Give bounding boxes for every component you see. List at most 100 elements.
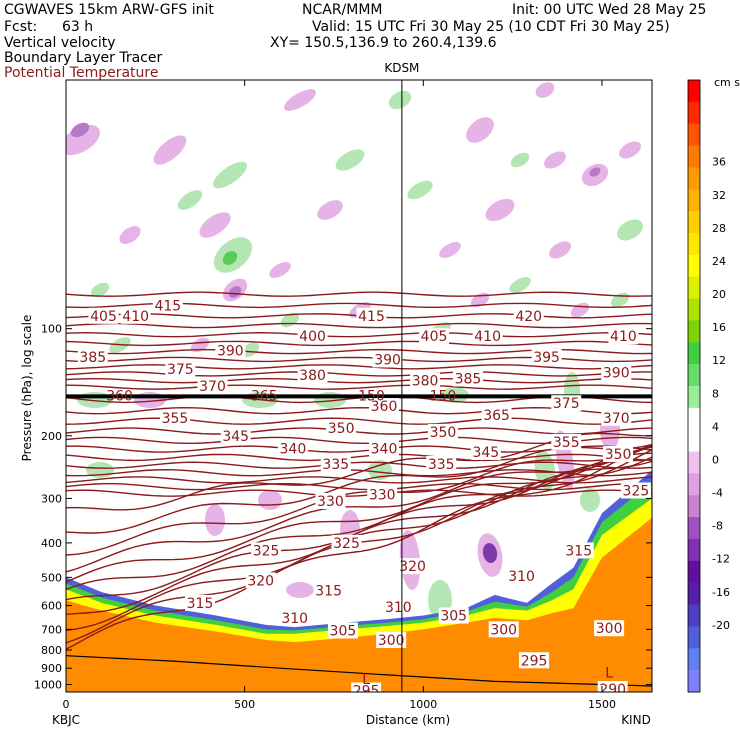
- model-title: CGWAVES 15km ARW-GFS init: [4, 2, 214, 18]
- y-tick-label: 200: [41, 430, 62, 443]
- right-endpoint-label: KIND: [621, 713, 651, 727]
- colorbar-tick-label: 24: [712, 255, 726, 268]
- theta-label: 345: [472, 445, 499, 461]
- theta-label-bg: [383, 598, 414, 615]
- theta-label-bg: [488, 621, 519, 638]
- theta-label: 375: [167, 362, 194, 378]
- theta-label-bg: [594, 620, 625, 637]
- theta-label-bg: [367, 486, 398, 503]
- colorbar: 36 32 28 24 20 16 12 8 4 0 -4 -8 -12 -16 -20: [687, 79, 730, 693]
- theta-label: 295: [353, 684, 380, 700]
- colorbar-swatch: [688, 517, 700, 540]
- w-blob: [509, 277, 531, 293]
- theta-label: 315: [187, 596, 214, 612]
- theta-label-bg: [320, 455, 351, 472]
- theta-contour: [66, 291, 652, 297]
- theta-label: 390: [374, 352, 401, 368]
- w-blob: [286, 582, 314, 598]
- theta-label: 415: [358, 309, 385, 325]
- theta-label: 355: [553, 435, 580, 451]
- x-tick-label: 1000: [409, 698, 437, 711]
- theta-label: 385: [79, 350, 106, 366]
- w-blob: [212, 161, 248, 189]
- theta-label-bg: [279, 609, 310, 626]
- w-blob: [284, 89, 316, 111]
- theta-label: 305: [440, 609, 467, 625]
- theta-label: 410: [122, 309, 149, 325]
- w-blob: [177, 190, 203, 210]
- theta-label: 415: [154, 298, 181, 314]
- theta-label: 310: [508, 569, 535, 585]
- field-potential-temperature: Potential Temperature: [4, 65, 159, 81]
- low-marker: L: [362, 672, 370, 688]
- theta-label-bg: [372, 351, 403, 368]
- theta-label: 330: [317, 494, 344, 510]
- theta-label-bg: [77, 348, 108, 365]
- colorbar-swatch: [688, 123, 700, 147]
- theta-label: 325: [253, 543, 280, 559]
- y-tick-label: 900: [41, 662, 62, 675]
- w-blob: [580, 488, 600, 512]
- w-blob: [190, 337, 210, 353]
- theta-label-bg: [152, 297, 183, 314]
- low-marker: L: [605, 665, 613, 681]
- w-blob: [199, 212, 231, 238]
- theta-label: 320: [247, 573, 274, 589]
- theta-label: 300: [378, 633, 405, 649]
- theta-label-bg: [506, 567, 537, 584]
- theta-label-bg: [215, 342, 246, 359]
- theta-label-bg: [470, 443, 501, 460]
- theta-label-bg: [603, 445, 634, 462]
- theta-label-bg: [438, 607, 469, 624]
- colorbar-swatch: [688, 80, 700, 103]
- theta-label: 290: [599, 682, 626, 698]
- theta-label-bg: [356, 307, 387, 324]
- y-tick-label: 100: [41, 323, 62, 336]
- w-blob: [482, 543, 498, 563]
- theta-label-bg: [563, 542, 594, 559]
- colorbar-swatch: [688, 364, 700, 387]
- w-blob: [205, 504, 225, 536]
- theta-contour: [66, 489, 652, 497]
- colorbar-swatch: [688, 101, 700, 125]
- theta-label-bg: [452, 370, 483, 387]
- w-blob: [335, 149, 365, 171]
- theta-contour: [66, 427, 652, 435]
- w-blob: [222, 251, 238, 265]
- w-blob: [317, 200, 343, 220]
- tropopause-label: 150: [430, 388, 457, 404]
- org-label: NCAR/MMM: [302, 2, 383, 18]
- w-blob: [485, 198, 515, 222]
- w-blob: [439, 242, 461, 258]
- y-tick-label: 500: [41, 571, 62, 584]
- theta-label-bg: [297, 367, 328, 384]
- w-blob: [240, 342, 260, 358]
- tropopause-label: 360: [106, 388, 133, 404]
- colorbar-swatch: [688, 386, 700, 409]
- valid-time: Valid: 15 UTC Fri 30 May 25 (10 CDT Fri …: [312, 19, 670, 35]
- theta-label-bg: [426, 455, 457, 472]
- colorbar-tick-label: 4: [712, 420, 719, 433]
- theta-label-bg: [159, 409, 190, 426]
- theta-contour: [66, 444, 652, 650]
- theta-label-bg: [120, 307, 151, 324]
- theta-label: 405: [421, 329, 448, 345]
- colorbar-tick-label: 16: [712, 321, 726, 334]
- field-boundary-layer-tracer: Boundary Layer Tracer: [4, 50, 163, 66]
- theta-contour: [66, 364, 652, 370]
- theta-label: 350: [328, 421, 355, 437]
- theta-label-bg: [327, 622, 358, 639]
- theta-label-bg: [197, 378, 228, 395]
- colorbar-tick-label: 8: [712, 387, 719, 400]
- colorbar-swatch: [688, 211, 700, 234]
- field-vertical-velocity: Vertical velocity: [4, 35, 116, 51]
- xy-endpoints: XY= 150.5,136.9 to 260.4,139.6: [270, 35, 497, 51]
- colorbar-frame: [687, 79, 701, 693]
- theta-contour: [66, 446, 652, 583]
- w-blob: [466, 117, 494, 143]
- theta-label-bg: [184, 594, 215, 611]
- colorbar-swatch: [688, 495, 700, 518]
- x-axis-label: Distance (km): [366, 713, 450, 727]
- theta-label: 380: [412, 374, 439, 390]
- theta-label: 370: [603, 411, 630, 427]
